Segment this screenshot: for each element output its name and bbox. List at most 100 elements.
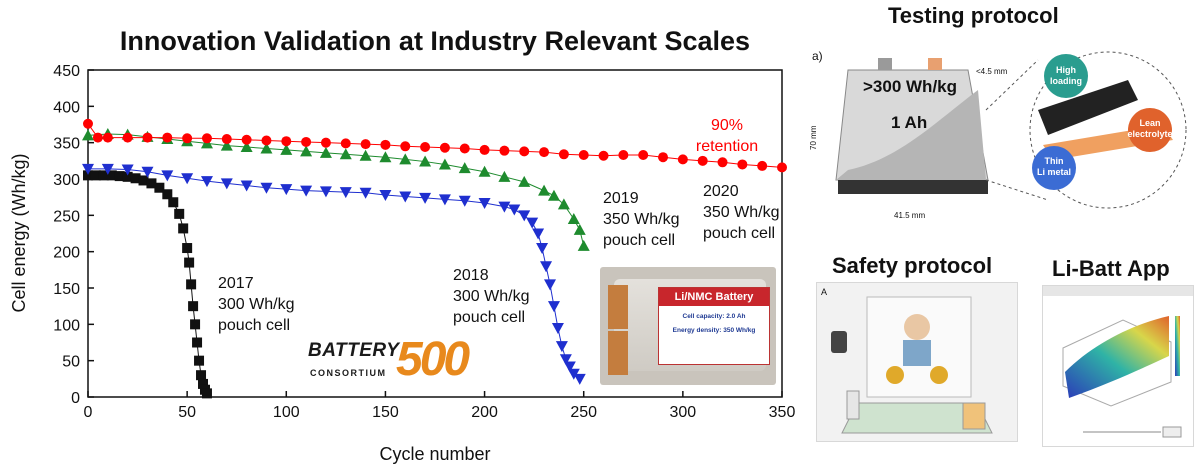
width-label: 41.5 mm <box>894 211 925 220</box>
camera <box>831 331 847 353</box>
data-point <box>106 170 117 181</box>
data-point <box>300 145 313 157</box>
data-point <box>399 191 412 203</box>
callout-lean-electrolyte <box>1128 108 1172 152</box>
callout-high-loading <box>1044 54 1088 98</box>
data-point <box>400 141 411 152</box>
data-point <box>200 176 213 188</box>
app-title: Li-Batt App <box>1052 256 1170 281</box>
data-point <box>567 368 580 380</box>
data-point <box>184 257 195 268</box>
data-point <box>539 147 550 158</box>
data-point <box>658 152 669 163</box>
app-input-box[interactable] <box>1162 426 1182 438</box>
series-label-line: 2018 <box>453 267 489 284</box>
data-point <box>186 279 197 290</box>
data-point <box>573 373 586 385</box>
safety-protocol-illustration: A <box>816 282 1018 442</box>
data-point <box>192 337 203 348</box>
data-point <box>498 201 511 213</box>
series-2020 <box>83 118 787 173</box>
data-point <box>220 139 233 151</box>
y-tick-label: 400 <box>53 99 80 116</box>
data-point <box>547 189 560 201</box>
data-point <box>420 142 431 153</box>
data-point <box>142 132 153 143</box>
data-point <box>101 163 114 175</box>
data-point <box>519 146 530 157</box>
x-axis-label: Cycle number <box>379 444 490 464</box>
series-label-line: pouch cell <box>703 225 775 242</box>
series-label-line: 300 Wh/kg <box>453 288 529 305</box>
operator-head <box>904 314 930 340</box>
cell-tab-top <box>608 285 628 329</box>
battery500-logo: 500 BATTERY CONSORTIUM <box>308 333 488 392</box>
data-point <box>419 192 432 204</box>
retention-annotation: 90% <box>711 117 743 134</box>
x-tick-label: 300 <box>670 404 697 421</box>
data-point <box>220 178 233 190</box>
y-tick-label: 350 <box>53 136 80 153</box>
data-point <box>618 150 629 161</box>
bottle <box>846 390 860 420</box>
data-point <box>174 208 185 219</box>
data-point <box>221 134 232 145</box>
data-point <box>168 197 179 208</box>
data-point <box>339 148 352 160</box>
series-label-line: pouch cell <box>453 309 525 326</box>
data-point <box>540 261 553 273</box>
data-point <box>280 184 293 196</box>
data-point <box>122 132 133 143</box>
chart-title: Innovation Validation at Industry Releva… <box>120 26 750 56</box>
data-point <box>558 149 569 160</box>
panel-letter-A: A <box>821 287 827 297</box>
series-label-line: 300 Wh/kg <box>218 296 294 313</box>
data-point <box>555 341 568 353</box>
data-point <box>182 133 193 144</box>
data-point <box>478 165 491 177</box>
beaker <box>962 402 986 430</box>
data-point <box>196 370 207 381</box>
data-point <box>598 150 609 161</box>
data-point <box>138 175 149 186</box>
performance-chart: Innovation Validation at Industry Releva… <box>9 26 795 464</box>
data-point <box>146 178 157 189</box>
plot-area <box>87 69 783 398</box>
zoom-line-bottom <box>985 179 1049 201</box>
data-point <box>260 182 273 194</box>
axis-ticks: 0 50 100 150 200 250 300 350 0 50 100 150 200 250 300 3… <box>53 63 795 421</box>
pouch-cell-photo: Li/NMC Battery Cell capacity: 2.0 Ah Ene… <box>600 267 776 385</box>
data-point <box>162 189 173 200</box>
data-point <box>577 239 590 251</box>
data-point <box>379 189 392 201</box>
data-point <box>439 142 450 153</box>
app-window-bar <box>1043 286 1193 296</box>
series-2019 <box>82 127 590 251</box>
cell-density-text: Energy density: 350 Wh/kg <box>672 327 756 334</box>
data-point <box>459 143 470 154</box>
callout-thin-label: Thin <box>1045 156 1064 166</box>
data-point <box>360 139 371 150</box>
data-point <box>419 155 432 167</box>
pouch-cell-body: Li/NMC Battery Cell capacity: 2.0 Ah Ene… <box>608 279 770 375</box>
data-point <box>498 170 511 182</box>
data-point <box>102 132 113 143</box>
logo-battery-text: BATTERY <box>308 340 400 361</box>
data-point <box>90 170 101 181</box>
data-point <box>181 173 194 185</box>
data-point <box>717 157 728 168</box>
data-point <box>757 160 768 171</box>
data-point <box>677 154 688 165</box>
y-tick-label: 50 <box>62 354 80 371</box>
callout-lean-label: Lean <box>1139 118 1160 128</box>
data-point <box>240 180 253 192</box>
data-point <box>260 142 273 154</box>
y-tick-label: 200 <box>53 245 80 262</box>
y-tick-label: 450 <box>53 63 80 80</box>
energy-label: >300 Wh/kg <box>863 77 957 96</box>
series-label-line: pouch cell <box>218 317 290 334</box>
data-point <box>178 223 189 234</box>
data-point <box>201 133 212 144</box>
cell-label-title: Li/NMC Battery <box>659 288 769 306</box>
y-tick-label: 0 <box>71 390 80 407</box>
